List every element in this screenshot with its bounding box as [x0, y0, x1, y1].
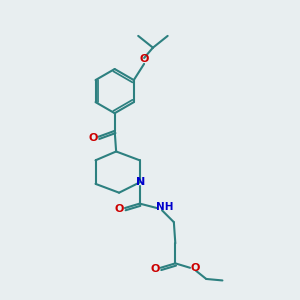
Text: N: N — [136, 177, 145, 188]
Text: O: O — [88, 133, 98, 143]
Text: O: O — [191, 263, 200, 273]
Text: O: O — [115, 205, 124, 214]
Text: NH: NH — [156, 202, 174, 212]
Text: O: O — [151, 264, 160, 274]
Text: O: O — [140, 55, 149, 64]
